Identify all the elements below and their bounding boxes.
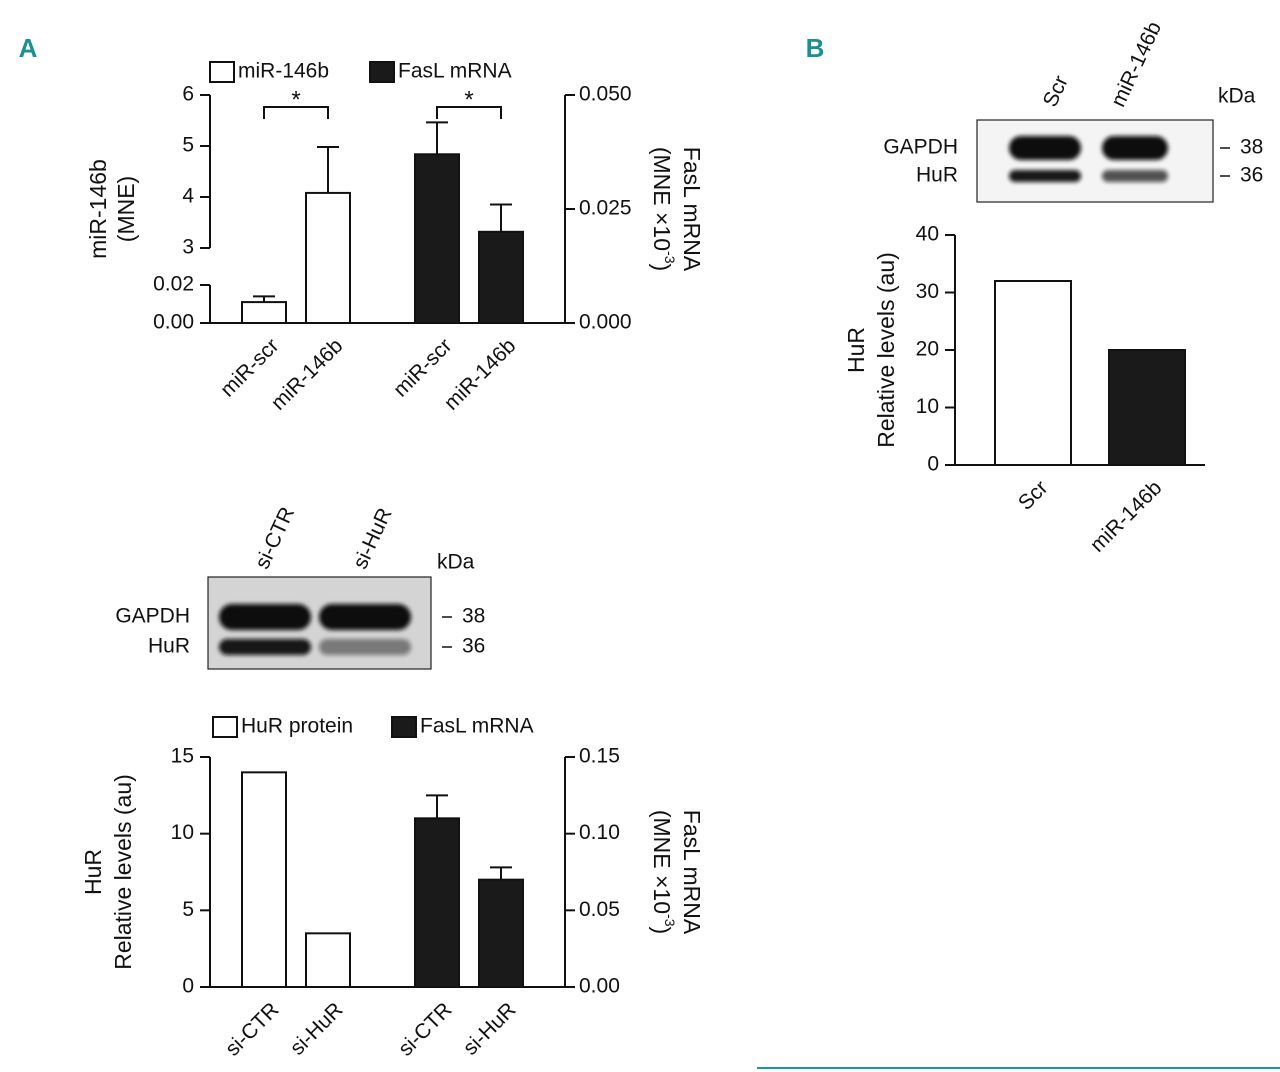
- lane-label: Scr: [1039, 72, 1073, 110]
- band-label: GAPDH: [883, 136, 958, 159]
- significance-bracket: [436, 106, 502, 119]
- y-tick-label: 0.02: [153, 273, 194, 296]
- y-tick-label: 40: [916, 223, 939, 246]
- y2-axis-title: (MNE ×10-3): [649, 147, 678, 271]
- annotation: *: [291, 86, 300, 113]
- legend-label: HuR protein: [241, 715, 353, 738]
- band-label: HuR: [148, 635, 190, 658]
- band: [1009, 170, 1081, 182]
- x-tick-label: si-CTR: [394, 998, 456, 1060]
- y-tick-label: 6: [182, 83, 194, 106]
- lane-label: si-CTR: [251, 504, 299, 573]
- bar: [241, 771, 287, 988]
- x-tick-label: si-HuR: [286, 998, 348, 1060]
- y2-tick-label: 0.10: [579, 821, 620, 844]
- bar: [414, 153, 460, 324]
- legend-label: FasL mRNA: [420, 715, 534, 738]
- marker-unit: kDa: [1218, 85, 1256, 108]
- y-tick-label: 30: [916, 280, 939, 303]
- marker-label: 36: [1240, 164, 1263, 187]
- bar: [478, 878, 524, 989]
- significance-bracket: [263, 106, 329, 119]
- y2-tick-label: 0.050: [579, 83, 632, 106]
- y-axis-title: HuR: [843, 327, 869, 373]
- panel-letter: A: [19, 33, 38, 63]
- y-tick-label: 0: [927, 453, 939, 476]
- x-tick-label: si-HuR: [459, 998, 521, 1060]
- bar: [414, 817, 460, 988]
- y-tick-label: 5: [182, 898, 194, 921]
- band-label: GAPDH: [115, 605, 190, 628]
- band: [1009, 136, 1081, 160]
- bar: [241, 301, 287, 325]
- y2-axis-title-end: ): [649, 263, 675, 271]
- x-tick-label: miR-146b: [1086, 476, 1167, 557]
- legend-swatch: [212, 716, 238, 738]
- x-tick-label: si-CTR: [221, 998, 283, 1060]
- y2-tick-label: 0.05: [579, 898, 620, 921]
- y-axis-title: miR-146b: [85, 159, 111, 259]
- bar: [1108, 349, 1186, 466]
- band: [319, 639, 411, 655]
- band: [319, 604, 411, 630]
- blot-frame: [976, 119, 1214, 203]
- bar: [305, 932, 351, 988]
- y2-axis-title: FasL mRNA: [679, 147, 705, 272]
- lane-label: miR-146b: [1107, 18, 1166, 110]
- legend-swatch: [391, 716, 417, 738]
- legend-swatch: [209, 61, 235, 83]
- y2-tick-label: 0.000: [579, 311, 632, 334]
- y2-tick-label: 0.15: [579, 745, 620, 768]
- bar: [478, 230, 524, 324]
- bar: [305, 191, 351, 324]
- y2-axis-title-part: (MNE ×10: [649, 147, 675, 251]
- legend-swatch: [369, 61, 395, 83]
- y2-axis-title: FasL mRNA: [679, 810, 705, 935]
- panel-letter: B: [806, 33, 825, 63]
- y-tick-label: 0.00: [153, 311, 194, 334]
- y-axis-title: Relative levels (au): [873, 252, 899, 448]
- marker-label: 36: [462, 635, 485, 658]
- y-tick-label: 0: [182, 975, 194, 998]
- y-tick-label: 3: [182, 236, 194, 259]
- y-tick-label: 4: [182, 185, 194, 208]
- y-axis-title: (MNE): [113, 176, 139, 242]
- legend-label: FasL mRNA: [398, 60, 512, 83]
- annotation: *: [464, 86, 473, 113]
- y2-tick-label: 0.025: [579, 197, 632, 220]
- legend-label: miR-146b: [238, 60, 329, 83]
- band-label: HuR: [916, 164, 958, 187]
- y-tick-label: 15: [171, 745, 194, 768]
- band: [219, 639, 311, 655]
- y-tick-label: 10: [171, 821, 194, 844]
- band: [1102, 136, 1168, 160]
- y2-tick-label: 0.00: [579, 975, 620, 998]
- x-tick-label: Scr: [1014, 476, 1053, 515]
- y2-axis-title: (MNE ×10-3): [649, 810, 678, 934]
- y2-axis-title-sup: -3: [662, 914, 678, 927]
- band: [219, 604, 311, 630]
- marker-unit: kDa: [437, 551, 475, 574]
- y2-axis-title-end: ): [649, 926, 675, 934]
- lane-label: si-HuR: [349, 505, 397, 573]
- y-tick-label: 5: [182, 134, 194, 157]
- y-axis-title: Relative levels (au): [110, 774, 136, 970]
- y-tick-label: 20: [916, 338, 939, 361]
- band: [1102, 170, 1168, 182]
- y-tick-label: 10: [916, 395, 939, 418]
- marker-label: 38: [1240, 136, 1263, 159]
- y2-axis-title-sup: -3: [662, 251, 678, 264]
- bar: [994, 280, 1072, 466]
- y2-axis-title-part: (MNE ×10: [649, 810, 675, 914]
- marker-label: 38: [462, 605, 485, 628]
- y-axis-title: HuR: [80, 849, 106, 895]
